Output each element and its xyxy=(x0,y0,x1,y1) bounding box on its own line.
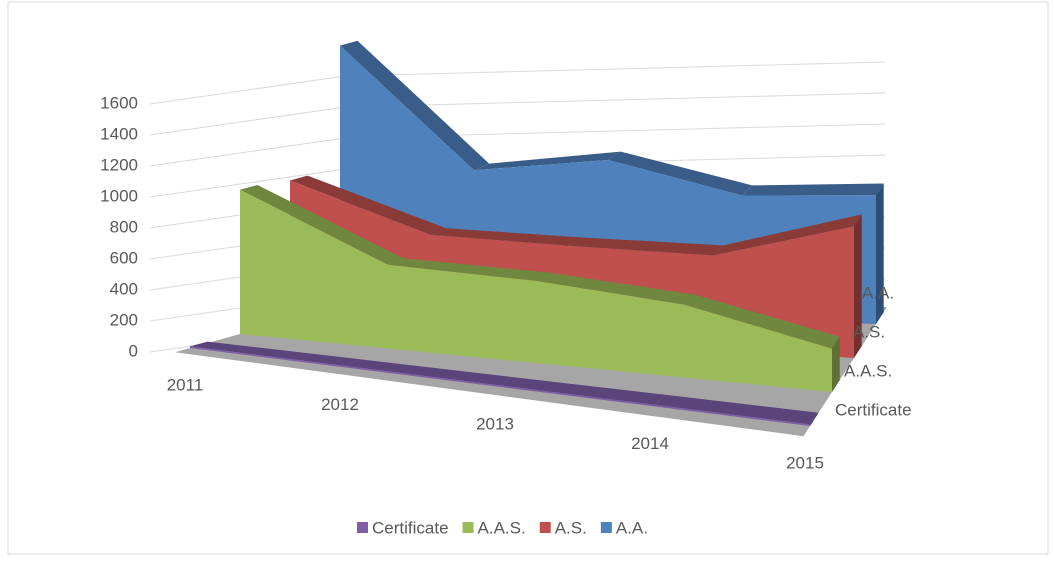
area-top xyxy=(190,341,361,366)
y-tick-label: 400 xyxy=(110,279,138,298)
legend-label: Certificate xyxy=(372,518,449,537)
x-tick-label: 2014 xyxy=(631,434,669,453)
area-top xyxy=(572,237,724,256)
area-top xyxy=(536,272,695,305)
area xyxy=(190,346,810,426)
x-tick-label: 2011 xyxy=(167,375,204,394)
area-side xyxy=(876,183,884,324)
y-tick-label: 1000 xyxy=(100,186,138,205)
legend-label: A.A. xyxy=(616,518,648,537)
legend-swatch xyxy=(539,522,551,533)
area-top xyxy=(340,40,490,171)
area-side xyxy=(832,336,840,392)
area-top xyxy=(290,175,447,235)
area-top xyxy=(240,185,404,265)
depth-label: A.A.S. xyxy=(844,361,892,380)
area-side xyxy=(810,412,818,426)
y-tick-label: 0 xyxy=(129,341,138,360)
x-tick-label: 2013 xyxy=(476,414,514,433)
x-tick-label: 2015 xyxy=(786,453,824,472)
area-top xyxy=(742,183,884,196)
legend-swatch xyxy=(357,522,368,533)
area-top xyxy=(684,294,840,349)
legend-label: A.A.S. xyxy=(478,518,526,537)
depth-label: Certificate xyxy=(835,400,912,419)
area-top xyxy=(655,394,818,425)
legend-swatch xyxy=(462,522,474,533)
area-top xyxy=(474,151,621,171)
y-tick-label: 600 xyxy=(110,248,138,267)
area-top xyxy=(388,258,549,281)
legend-label: A.S. xyxy=(555,518,587,537)
area-top xyxy=(713,214,862,256)
depth-label: A.A. xyxy=(862,283,894,302)
y-tick-label: 800 xyxy=(110,217,138,236)
y-tick-label: 200 xyxy=(110,310,138,329)
area xyxy=(240,189,832,392)
depth-label: A.S. xyxy=(853,322,885,341)
x-tick-label: 2012 xyxy=(321,395,359,414)
area-top xyxy=(608,151,753,196)
legend-swatch xyxy=(600,522,612,533)
y-tick-label: 1400 xyxy=(100,124,138,143)
area-top xyxy=(500,377,666,405)
area-top xyxy=(431,228,585,246)
area-top xyxy=(345,359,513,386)
y-tick-label: 1200 xyxy=(100,155,138,174)
y-tick-label: 1600 xyxy=(100,93,138,112)
area-side xyxy=(854,214,862,358)
